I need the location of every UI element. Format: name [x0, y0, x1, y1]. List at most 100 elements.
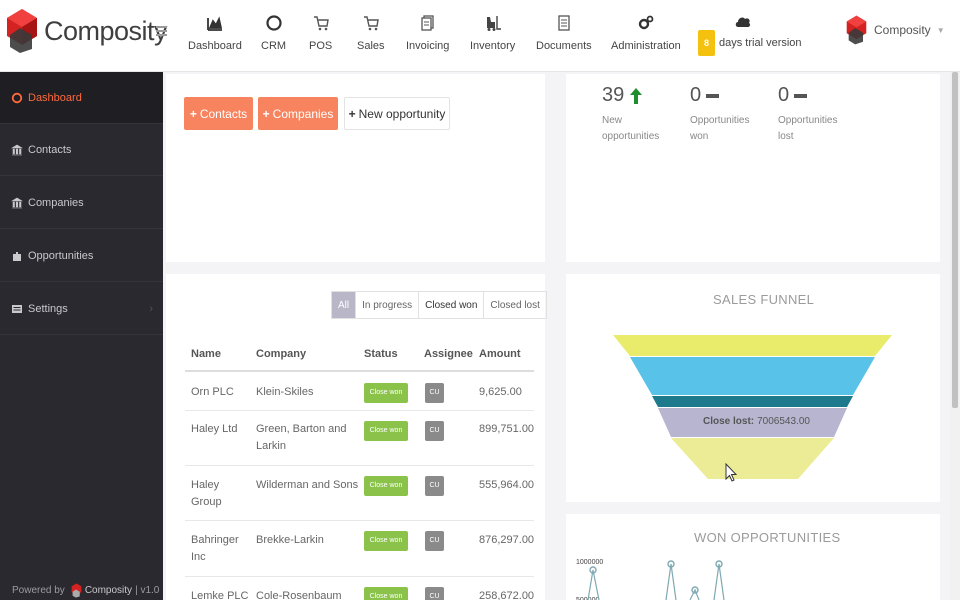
chevron-down-icon: ▼ [936, 25, 945, 35]
add-contact-button[interactable]: + Contacts [184, 97, 253, 130]
opportunities-panel [166, 274, 545, 600]
nav-documents[interactable]: Documents [536, 12, 592, 60]
nav-administration[interactable]: Administration [611, 12, 681, 60]
app-name: Composity [44, 15, 168, 46]
user-avatar-logo-icon [846, 15, 867, 45]
add-company-button[interactable]: + Companies [258, 97, 338, 130]
sidebar-item-opportunities[interactable]: Opportunities [0, 230, 163, 282]
cell-amount: 876,297.00 [479, 534, 535, 546]
col-amount[interactable]: Amount [479, 348, 521, 360]
cell-company: Brekke-Larkin [256, 534, 324, 546]
col-company[interactable]: Company [256, 348, 307, 360]
powered-by: Powered by Composity | v1.0 [12, 583, 159, 598]
sidebar-item-contacts[interactable]: Contacts [0, 124, 163, 176]
won-opportunities-chart: 1000000 500000 [576, 559, 725, 600]
sales-funnel-title: SALES FUNNEL [713, 292, 815, 307]
trial-notice[interactable]: 8 days trial version [698, 30, 802, 56]
funnel-stage-1[interactable] [613, 335, 892, 356]
col-name[interactable]: Name [191, 348, 221, 360]
top-bar: Composity Dashboard CRM POS Sales Invoic… [0, 0, 960, 72]
funnel-label-value: 7006543.00 [757, 416, 810, 427]
funnel-label-key: Close lost: [703, 416, 754, 427]
page-scrollbar[interactable] [950, 72, 960, 600]
sidebar-item-label: Dashboard [28, 91, 82, 104]
plus-icon: + [189, 106, 197, 121]
assignee-avatar: CU [425, 531, 444, 551]
nav-sales[interactable]: Sales [357, 12, 385, 60]
cell-name: Bahringer Inc [191, 534, 239, 563]
assignee-avatar: CU [425, 476, 444, 496]
sidebar-item-label: Opportunities [28, 249, 94, 262]
assignee-avatar: CU [425, 383, 444, 403]
cell-company: Wilderman and Sons [256, 479, 359, 491]
status-badge: Close won [364, 421, 408, 441]
dash-icon [706, 93, 720, 98]
y-tick-label: 1000000 [576, 559, 603, 566]
data-point[interactable] [667, 560, 675, 568]
table-row[interactable]: Lemke PLC Cole-Rosenbaum Close won CU 25… [185, 577, 534, 600]
cell-company: Klein-Skiles [256, 386, 314, 398]
nav-label: Administration [611, 40, 681, 52]
add-contact-label: Contacts [199, 106, 248, 121]
data-point[interactable] [589, 566, 597, 574]
filter-all[interactable]: All [332, 292, 356, 318]
plus-icon: + [262, 106, 270, 121]
filter-closed-won[interactable]: Closed won [418, 292, 483, 318]
cart-icon [363, 16, 379, 31]
status-badge: Close won [364, 531, 408, 551]
filter-closed-lost[interactable]: Closed lost [483, 292, 545, 318]
menu-toggle-icon[interactable] [156, 26, 167, 36]
data-point[interactable] [691, 586, 699, 594]
funnel-stage-5[interactable] [671, 438, 834, 479]
stat-value: 39 [602, 84, 625, 106]
filter-in-progress[interactable]: In progress [355, 292, 418, 318]
assignee-avatar: CU [425, 587, 444, 600]
documents-icon [421, 15, 434, 31]
cell-company: Cole-Rosenbaum [256, 590, 342, 600]
bank-icon [11, 197, 23, 208]
cell-amount: 258,672.00 [479, 590, 535, 600]
nav-crm[interactable]: CRM [261, 12, 286, 60]
cell-name: Haley Ltd [191, 423, 238, 435]
stat-new-opportunities: 39 New opportunities [602, 84, 659, 145]
sidebar-item-dashboard[interactable]: Dashboard [0, 72, 163, 124]
nav-inventory[interactable]: Inventory [470, 12, 515, 60]
funnel-stage-2[interactable] [630, 357, 875, 395]
sales-funnel-chart: Close lost: 7006543.00 [613, 335, 892, 482]
col-assignee[interactable]: Assignee [424, 348, 473, 360]
version-label: | v1.0 [135, 585, 160, 596]
data-point[interactable] [715, 560, 723, 568]
sidebar: Dashboard Contacts Companies Opportuniti… [0, 72, 163, 600]
nav-dashboard[interactable]: Dashboard [188, 12, 242, 60]
won-opportunities-panel [566, 514, 940, 600]
stat-value: 0 [690, 84, 702, 106]
nav-invoicing[interactable]: Invoicing [406, 12, 449, 60]
scrollbar-thumb[interactable] [952, 72, 958, 408]
nav-pos[interactable]: POS [309, 12, 332, 60]
puzzle-icon [13, 251, 21, 261]
nav-label: Documents [536, 40, 592, 52]
cell-company: Green, Barton and Larkin [256, 423, 347, 452]
funnel-stage-3[interactable] [652, 396, 853, 407]
chevron-right-icon: › [149, 302, 153, 315]
circle-icon [265, 15, 282, 31]
user-menu[interactable]: Composity ▼ [846, 15, 945, 45]
funnel-stage-close-lost[interactable] [658, 408, 847, 437]
table-row[interactable]: Haley Ltd Green, Barton and Larkin Close… [185, 411, 534, 466]
nav-label: POS [309, 40, 333, 52]
sidebar-item-companies[interactable]: Companies [0, 177, 163, 229]
composity-logo-icon [7, 9, 37, 53]
table-row[interactable]: Haley Group Wilderman and Sons Close won… [185, 466, 534, 521]
table-row[interactable]: Orn PLC Klein-Skiles Close won CU 9,625.… [185, 374, 534, 411]
status-badge: Close won [364, 476, 408, 496]
col-status[interactable]: Status [364, 348, 398, 360]
status-badge: Close won [364, 587, 408, 600]
brand[interactable]: Composity [6, 8, 168, 54]
new-opportunity-button[interactable]: + New opportunity [344, 97, 450, 130]
table-row[interactable]: Bahringer Inc Brekke-Larkin Close won CU… [185, 521, 534, 577]
sidebar-item-settings[interactable]: Settings › [0, 283, 163, 335]
cell-amount: 9,625.00 [479, 386, 522, 398]
nav-label: Dashboard [188, 40, 242, 52]
composity-logo-icon [71, 583, 82, 598]
powered-prefix: Powered by [12, 585, 65, 596]
